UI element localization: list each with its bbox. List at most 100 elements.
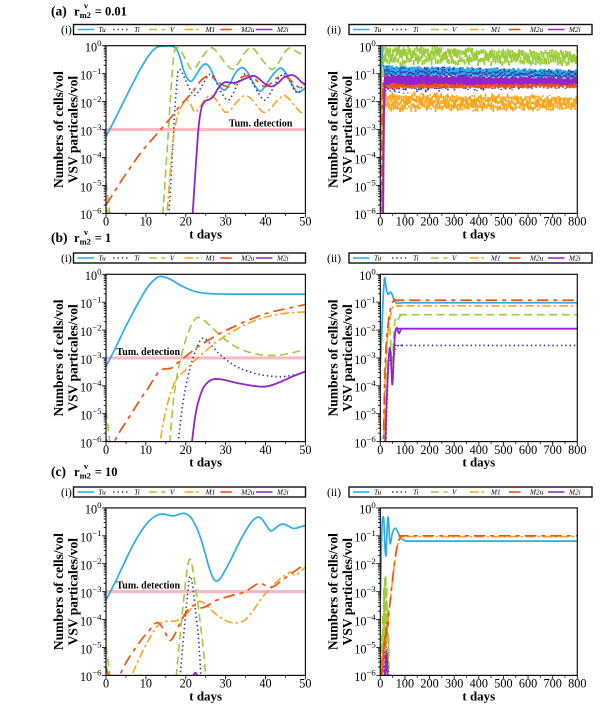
svg-text:VSV particales/vol: VSV particales/vol (66, 304, 81, 412)
svg-text:500: 500 (494, 215, 512, 229)
svg-text:10−2: 10−2 (80, 94, 102, 111)
svg-text:(a): (a) (51, 4, 67, 19)
svg-text:700: 700 (544, 677, 562, 691)
svg-text:V: V (170, 26, 176, 34)
svg-text:(c): (c) (51, 464, 66, 479)
svg-text:M1: M1 (490, 26, 501, 34)
svg-text:(i): (i) (61, 25, 72, 37)
svg-text:VSV particales/vol: VSV particales/vol (66, 538, 81, 646)
svg-text:100: 100 (359, 267, 376, 284)
svg-text:Ti: Ti (413, 489, 419, 497)
svg-text:(b): (b) (51, 230, 68, 245)
svg-text:Tum. detection: Tum. detection (229, 119, 293, 130)
svg-text:V: V (452, 26, 458, 34)
svg-text:t days: t days (189, 226, 222, 241)
svg-text:VSV particales/vol: VSV particales/vol (340, 538, 355, 646)
svg-text:M2u: M2u (529, 26, 544, 34)
svg-text:400: 400 (470, 677, 488, 691)
svg-text:200: 200 (420, 443, 438, 457)
svg-text:100: 100 (396, 443, 414, 457)
svg-text:50: 50 (299, 443, 311, 457)
svg-text:10−2: 10−2 (354, 94, 376, 111)
svg-text:10−6: 10−6 (80, 668, 102, 685)
svg-text:10−5: 10−5 (354, 406, 376, 423)
svg-text:10−6: 10−6 (80, 206, 102, 223)
svg-text:(ii): (ii) (327, 487, 341, 499)
svg-text:t days: t days (189, 455, 222, 470)
svg-text:M2i: M2i (276, 255, 289, 263)
svg-text:100: 100 (85, 38, 102, 55)
svg-text:40: 40 (259, 443, 271, 457)
svg-text:Tu: Tu (99, 26, 107, 34)
svg-text:Tu: Tu (374, 255, 382, 263)
svg-text:10−4: 10−4 (80, 612, 102, 629)
svg-text:800: 800 (568, 443, 586, 457)
svg-text:(i): (i) (61, 253, 72, 265)
svg-text:10: 10 (140, 677, 152, 691)
svg-text:Ti: Ti (413, 26, 419, 34)
svg-text:10−1: 10−1 (80, 528, 102, 545)
svg-text:Tu: Tu (374, 489, 382, 497)
svg-text:M2u: M2u (240, 26, 255, 34)
svg-text:100: 100 (85, 267, 102, 284)
svg-text:V: V (452, 255, 458, 263)
svg-text:V: V (452, 489, 458, 497)
svg-text:0: 0 (103, 215, 109, 229)
svg-text:400: 400 (470, 443, 488, 457)
svg-text:300: 300 (445, 677, 463, 691)
svg-text:10−3: 10−3 (354, 584, 376, 601)
svg-text:Tu: Tu (374, 26, 382, 34)
svg-text:10−4: 10−4 (354, 150, 376, 167)
svg-text:VSV particales/vol: VSV particales/vol (340, 304, 355, 412)
svg-text:M2u: M2u (240, 255, 255, 263)
svg-text:10−3: 10−3 (354, 350, 376, 367)
svg-text:M1: M1 (205, 489, 216, 497)
svg-text:M1: M1 (490, 255, 501, 263)
svg-text:t days: t days (462, 688, 495, 703)
svg-text:300: 300 (445, 215, 463, 229)
svg-text:700: 700 (544, 215, 562, 229)
svg-text:10−2: 10−2 (354, 322, 376, 339)
svg-text:t days: t days (462, 455, 495, 470)
svg-text:10−4: 10−4 (80, 150, 102, 167)
svg-text:200: 200 (420, 215, 438, 229)
svg-text:100: 100 (85, 500, 102, 517)
svg-text:100: 100 (359, 500, 376, 517)
svg-text:20: 20 (180, 443, 192, 457)
svg-text:Ti: Ti (134, 26, 140, 34)
svg-text:rm2v = 1: rm2v = 1 (74, 227, 111, 247)
svg-text:t days: t days (462, 226, 495, 241)
svg-text:500: 500 (494, 443, 512, 457)
svg-text:0: 0 (377, 443, 383, 457)
svg-text:10−3: 10−3 (354, 122, 376, 139)
svg-text:0: 0 (377, 677, 383, 691)
svg-text:(i): (i) (61, 487, 72, 499)
svg-text:VSV particales/vol: VSV particales/vol (66, 76, 81, 184)
svg-text:10−3: 10−3 (80, 350, 102, 367)
svg-text:10−2: 10−2 (354, 556, 376, 573)
svg-text:10−5: 10−5 (354, 640, 376, 657)
svg-text:10−6: 10−6 (80, 434, 102, 451)
svg-text:0: 0 (103, 677, 109, 691)
svg-text:(ii): (ii) (327, 253, 341, 265)
svg-text:10−1: 10−1 (80, 294, 102, 311)
svg-text:100: 100 (359, 38, 376, 55)
svg-text:10: 10 (140, 443, 152, 457)
svg-text:20: 20 (180, 215, 192, 229)
svg-text:10−4: 10−4 (80, 378, 102, 395)
svg-text:50: 50 (299, 677, 311, 691)
svg-text:40: 40 (259, 677, 271, 691)
svg-text:0: 0 (103, 443, 109, 457)
svg-text:M2i: M2i (568, 255, 581, 263)
svg-text:10−3: 10−3 (80, 122, 102, 139)
svg-text:Numbers of cells/vol: Numbers of cells/vol (325, 533, 340, 650)
svg-text:10−3: 10−3 (80, 584, 102, 601)
svg-text:M2i: M2i (276, 26, 289, 34)
svg-text:500: 500 (494, 677, 512, 691)
svg-text:t days: t days (189, 688, 222, 703)
svg-text:800: 800 (568, 677, 586, 691)
svg-text:0: 0 (377, 215, 383, 229)
svg-text:M2u: M2u (529, 489, 544, 497)
svg-text:10−5: 10−5 (80, 640, 102, 657)
svg-text:M2i: M2i (276, 489, 289, 497)
